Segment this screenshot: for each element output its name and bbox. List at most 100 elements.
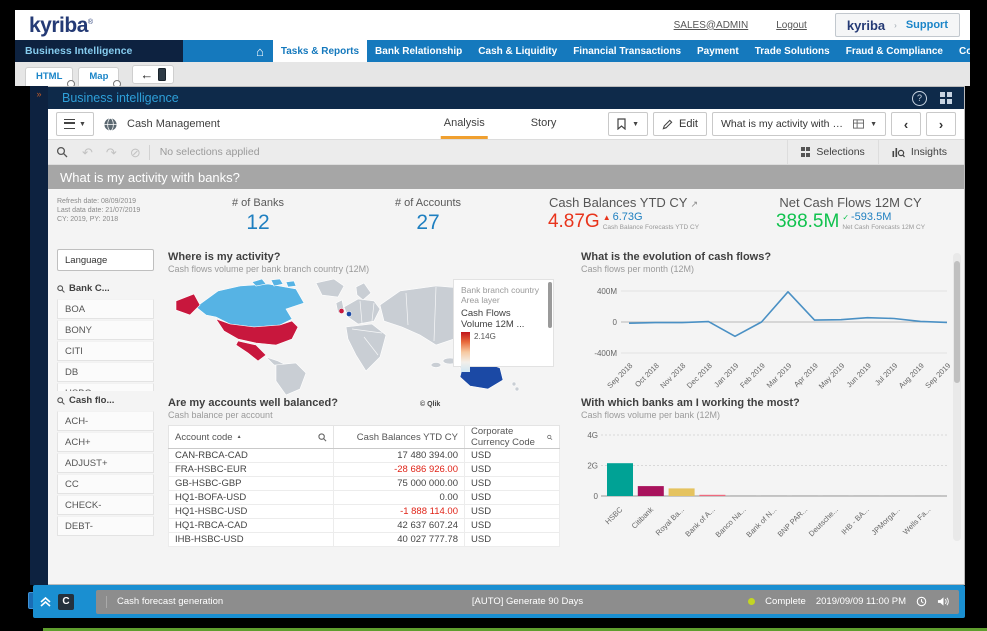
edit-button[interactable]: Edit — [653, 112, 707, 136]
line-chart[interactable]: What is the evolution of cash flows? Cas… — [581, 251, 961, 399]
table-row[interactable]: HQ1-RBCA-CAD 42 637 607.24 USD — [168, 518, 560, 533]
kpi-banks[interactable]: # of Banks 12 — [198, 197, 318, 235]
cashflow-item-debt-[interactable]: DEBT- — [57, 516, 154, 536]
table-row[interactable]: IHB-HSBC-USD 40 027 777.78 USD — [168, 532, 560, 547]
cashflow-filter-header[interactable]: Cash flo... — [57, 395, 154, 406]
svg-text:0: 0 — [613, 318, 618, 327]
main-region: » Business intelligence ? ▼ Cash Managem… — [30, 86, 965, 585]
bank-item-db[interactable]: DB — [57, 362, 154, 382]
search-icon — [57, 396, 65, 405]
cashflow-item-adjust+[interactable]: ADJUST+ — [57, 453, 154, 473]
kpi-accounts[interactable]: # of Accounts 27 — [368, 197, 488, 235]
clear-selections-icon[interactable]: ⊘ — [129, 144, 141, 160]
tab-story[interactable]: Story — [530, 116, 557, 129]
nav-item-bank-relationship[interactable]: Bank Relationship — [375, 45, 463, 57]
clock-icon[interactable] — [916, 596, 927, 607]
map-legend[interactable]: Bank branch country Area layer Cash Flow… — [453, 279, 554, 372]
cashflow-item-cc[interactable]: CC — [57, 474, 154, 494]
table-row[interactable]: FRA-HSBC-EUR -28 686 926.00 USD — [168, 462, 560, 477]
table-row[interactable]: CAN-RBCA-CAD 17 480 394.00 USD — [168, 448, 560, 463]
support-link[interactable]: Support — [905, 19, 948, 31]
nav-item-fraud-compliance[interactable]: Fraud & Compliance — [845, 45, 943, 57]
support-brand-logo: kyriba — [846, 17, 886, 33]
user-menu[interactable]: SALES@ADMIN — [673, 19, 749, 31]
bank-item-hsbc[interactable]: HSBC — [57, 383, 154, 391]
speaker-icon[interactable] — [937, 596, 949, 607]
col-cash-balances[interactable]: Cash Balances YTD CY — [333, 425, 465, 449]
table-row[interactable]: GB-HSBC-GBP 75 000 000.00 USD — [168, 476, 560, 491]
legend-scrollbar[interactable] — [548, 282, 552, 328]
sheet-selector[interactable]: What is my activity with ban... ▼ — [712, 112, 886, 136]
currency-code-cell: USD — [464, 448, 560, 463]
kpi-cash-balances[interactable]: Cash Balances YTD CY ↗ 4.87G ▲ 6.73G Cash … — [547, 195, 700, 232]
support-widget[interactable]: kyriba › Support — [834, 13, 960, 37]
bank-item-citi[interactable]: CITI — [57, 341, 154, 361]
search-icon[interactable] — [547, 433, 553, 442]
col-currency-code[interactable]: Corporate Currency Code — [464, 425, 560, 449]
bottom-accent-line — [43, 628, 987, 631]
map-chart[interactable]: Where is my activity? Cash flows volume … — [168, 251, 560, 408]
kpi-banks-value: 12 — [246, 211, 270, 234]
table-row[interactable]: HQ1-BOFA-USD 0.00 USD — [168, 490, 560, 505]
col-account-code[interactable]: Account code ▲ — [168, 425, 334, 449]
help-icon[interactable]: ? — [912, 90, 927, 106]
account-code-cell: HQ1-BOFA-USD — [168, 490, 334, 505]
up-triangle-icon: ▲ — [602, 212, 611, 222]
selection-forward-icon[interactable]: ↷ — [105, 144, 117, 160]
scrollbar-thumb[interactable] — [954, 261, 960, 383]
bank-item-boa[interactable]: BOA — [57, 299, 154, 319]
tab-map[interactable]: Map — [78, 67, 122, 88]
selections-tool-button[interactable]: Selections — [786, 140, 878, 164]
home-icon[interactable]: ⌂ — [256, 43, 264, 59]
account-code-cell: FRA-HSBC-EUR — [168, 462, 334, 477]
sidebar-expander[interactable]: » — [30, 86, 48, 585]
globe-icon — [104, 117, 117, 131]
next-sheet-button[interactable]: › — [926, 112, 956, 136]
bank-filter-header[interactable]: Bank C... — [57, 283, 154, 294]
cashflow-item-ach+[interactable]: ACH+ — [57, 432, 154, 452]
bookmark-button[interactable]: ▼ — [608, 112, 649, 136]
svg-text:Royal Ba...: Royal Ba... — [654, 505, 686, 537]
global-menu-button[interactable]: ▼ — [56, 112, 94, 136]
search-icon[interactable] — [318, 432, 327, 442]
kpi-accounts-value: 27 — [416, 211, 440, 234]
kpi-net-cash-flows[interactable]: Net Cash Flows 12M CY 388.5M ✓ -593.5M Ne… — [775, 195, 926, 232]
expand-grid-icon[interactable] — [940, 92, 952, 104]
selections-bar: ↶ ↷ ⊘ No selections applied Selections — [48, 140, 964, 165]
collapse-chevrons-icon[interactable] — [39, 595, 52, 608]
svg-text:2G: 2G — [587, 462, 598, 471]
nav-item-payment[interactable]: Payment — [697, 45, 739, 57]
back-button[interactable]: ← — [132, 65, 175, 84]
logout-link[interactable]: Logout — [776, 19, 807, 31]
accounts-table[interactable]: Are my accounts well balanced? Cash bala… — [168, 397, 560, 547]
account-code-cell: HQ1-RBCA-CAD — [168, 518, 334, 533]
svg-text:Jul 2019: Jul 2019 — [873, 361, 899, 387]
svg-text:Deutsche...: Deutsche... — [807, 505, 840, 538]
selection-back-icon[interactable]: ↶ — [82, 144, 93, 160]
prev-sheet-button[interactable]: ‹ — [891, 112, 921, 136]
cashflow-item-check-[interactable]: CHECK- — [57, 495, 154, 515]
status-timestamp: 2019/09/09 11:00 PM — [815, 596, 906, 607]
nav-item-tasks-reports[interactable]: Tasks & Reports — [272, 40, 368, 62]
smart-search-icon[interactable] — [56, 146, 69, 159]
tab-html[interactable]: HTML — [25, 67, 76, 88]
refresh-status-icon[interactable]: C — [58, 593, 74, 610]
nav-item-trade-solutions[interactable]: Trade Solutions — [754, 45, 830, 57]
bar-chart[interactable]: With which banks am I working the most? … — [581, 397, 961, 547]
table-row[interactable]: HQ1-HSBC-USD -1 888 114.00 USD — [168, 504, 560, 519]
nav-item-cash-liquidity[interactable]: Cash & Liquidity — [478, 45, 558, 57]
tab-analysis[interactable]: Analysis — [440, 109, 488, 139]
bank-item-bony[interactable]: BONY — [57, 320, 154, 340]
svg-text:Dec 2018: Dec 2018 — [685, 361, 714, 390]
external-link-icon[interactable]: ↗ — [690, 199, 699, 209]
insights-button[interactable]: Insights — [877, 140, 960, 164]
nav-item-core-data[interactable]: Core Data — [958, 45, 970, 57]
nav-item-financial-transactions[interactable]: Financial Transactions — [573, 45, 682, 57]
language-filter[interactable]: Language — [57, 249, 154, 271]
account-code-cell: CAN-RBCA-CAD — [168, 448, 334, 463]
business-intelligence-chip[interactable]: Business Intelligence — [15, 40, 183, 62]
cash-balance-cell: 42 637 607.24 — [333, 518, 465, 533]
content-scrollbar[interactable] — [953, 253, 961, 541]
bi-panel: Business intelligence ? ▼ Cash Managemen… — [48, 86, 965, 585]
cashflow-item-ach-[interactable]: ACH- — [57, 411, 154, 431]
